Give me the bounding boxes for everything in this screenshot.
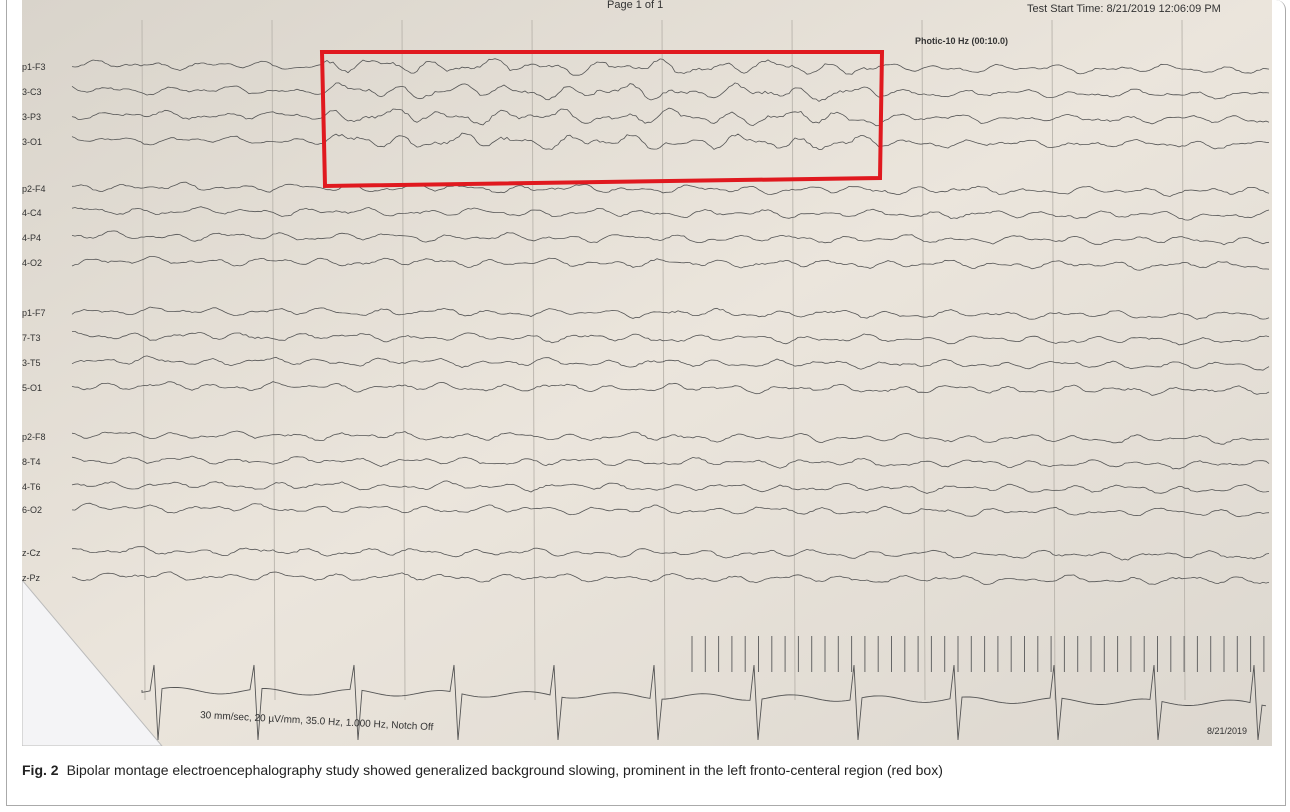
eeg-trace [72,546,1270,561]
eeg-trace [71,132,1270,150]
eeg-trace [71,480,1270,494]
channel-label: z-Pz [22,573,41,583]
eeg-traces [71,58,1270,741]
eeg-trace [71,181,1270,197]
paper-fold [22,579,163,746]
eeg-trace [71,355,1270,371]
channel-label: 4-C4 [22,208,42,218]
channel-label: 4-P4 [22,233,41,243]
grid-line [661,19,666,701]
channel-label: z-Cz [22,548,41,558]
grid-line [141,19,146,701]
channel-label: 5-O1 [22,383,42,393]
eeg-trace [71,306,1270,320]
photic-label: Photic-10 Hz (00:10.0) [915,36,1008,46]
highlight-box [319,50,885,189]
eeg-trace [71,82,1270,102]
eeg-trace [71,455,1270,470]
channel-label: p2-F4 [22,184,46,194]
channel-label: 3-T5 [22,358,41,368]
eeg-trace [71,502,1270,518]
grid-line [921,19,926,701]
time-grid [141,19,1186,701]
eeg-trace [71,571,1270,585]
figure-frame [6,0,1286,806]
eeg-trace [71,58,1270,76]
eeg-trace [71,381,1270,396]
eeg-trace [71,430,1270,445]
test-start-time: Test Start Time: 8/21/2019 12:06:09 PM [1027,3,1221,15]
channel-label: 4-T6 [22,482,41,492]
footer-date: 8/21/2019 [1207,726,1247,736]
ecg-trace [141,664,1267,741]
figure-caption: Fig. 2 Bipolar montage electroencephalogr… [22,760,1284,780]
eeg-trace [71,206,1270,221]
grid-line [271,19,276,701]
grid-line [791,19,796,701]
caption-text: Bipolar montage electroencephalography s… [66,762,943,778]
eeg-trace [71,255,1270,271]
eeg-trace [71,107,1270,127]
channel-label: 6-O2 [22,505,42,515]
grid-line [1181,19,1186,701]
caption-label: Fig. 2 [22,762,59,778]
grid-line [1051,19,1056,701]
eeg-trace [72,331,1270,346]
channel-label: 3-O1 [22,137,42,147]
eeg-trace [71,230,1270,246]
channel-label: 8-T4 [22,457,41,467]
grid-line [401,19,406,701]
channel-label: 4-O2 [22,258,42,268]
eeg-photo: Page 1 of 1 Test Start Time: 8/21/2019 1… [22,0,1272,746]
page-number: Page 1 of 1 [607,0,663,11]
channel-label: p1-F7 [22,308,46,318]
channel-label: 3-P3 [22,112,41,122]
channel-label: p2-F8 [22,432,46,442]
channel-label: p1-F3 [22,62,46,72]
paper-background [22,0,1272,746]
grid-line [531,19,536,701]
channel-label: 7-T3 [22,333,41,343]
channel-label: 3-C3 [22,87,42,97]
